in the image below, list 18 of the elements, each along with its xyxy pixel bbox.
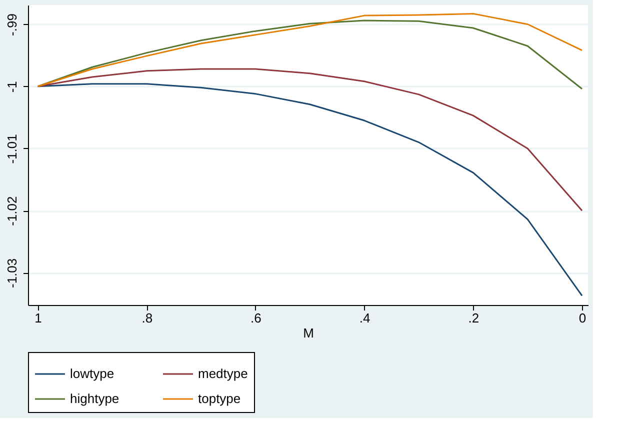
x-tick-label: .8 bbox=[142, 310, 153, 326]
y-tick-label: -1.01 bbox=[4, 134, 20, 164]
line-series bbox=[37, 68, 583, 212]
legend-label: medtype bbox=[198, 366, 248, 381]
x-tick-label: 0 bbox=[578, 310, 586, 326]
x-axis-title: M bbox=[303, 326, 314, 340]
y-tick-label: -.99 bbox=[4, 14, 20, 36]
y-tick-label: -1.02 bbox=[4, 196, 20, 226]
x-tick-label: .4 bbox=[359, 310, 370, 326]
x-tick-label: .6 bbox=[250, 310, 262, 326]
x-tick-label: .2 bbox=[468, 310, 480, 326]
legend-label: lowtype bbox=[70, 366, 114, 381]
y-tick-label: -1 bbox=[4, 81, 20, 93]
y-tick-label: -1.03 bbox=[4, 258, 20, 288]
legend-label: hightype bbox=[70, 391, 120, 406]
legend-label: toptype bbox=[198, 391, 241, 406]
x-tick-label: 1 bbox=[34, 310, 42, 326]
line-series bbox=[37, 83, 583, 296]
